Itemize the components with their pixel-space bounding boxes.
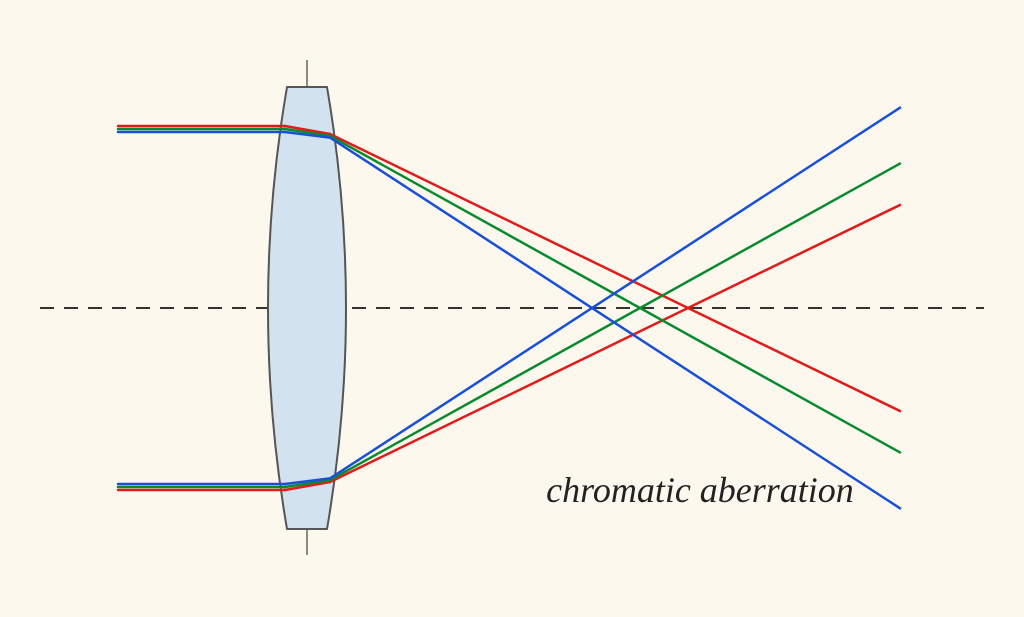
caption-text: chromatic aberration bbox=[546, 470, 854, 510]
lens-body bbox=[268, 87, 346, 529]
background bbox=[0, 0, 1024, 617]
diagram-canvas: chromatic aberration bbox=[0, 0, 1024, 617]
